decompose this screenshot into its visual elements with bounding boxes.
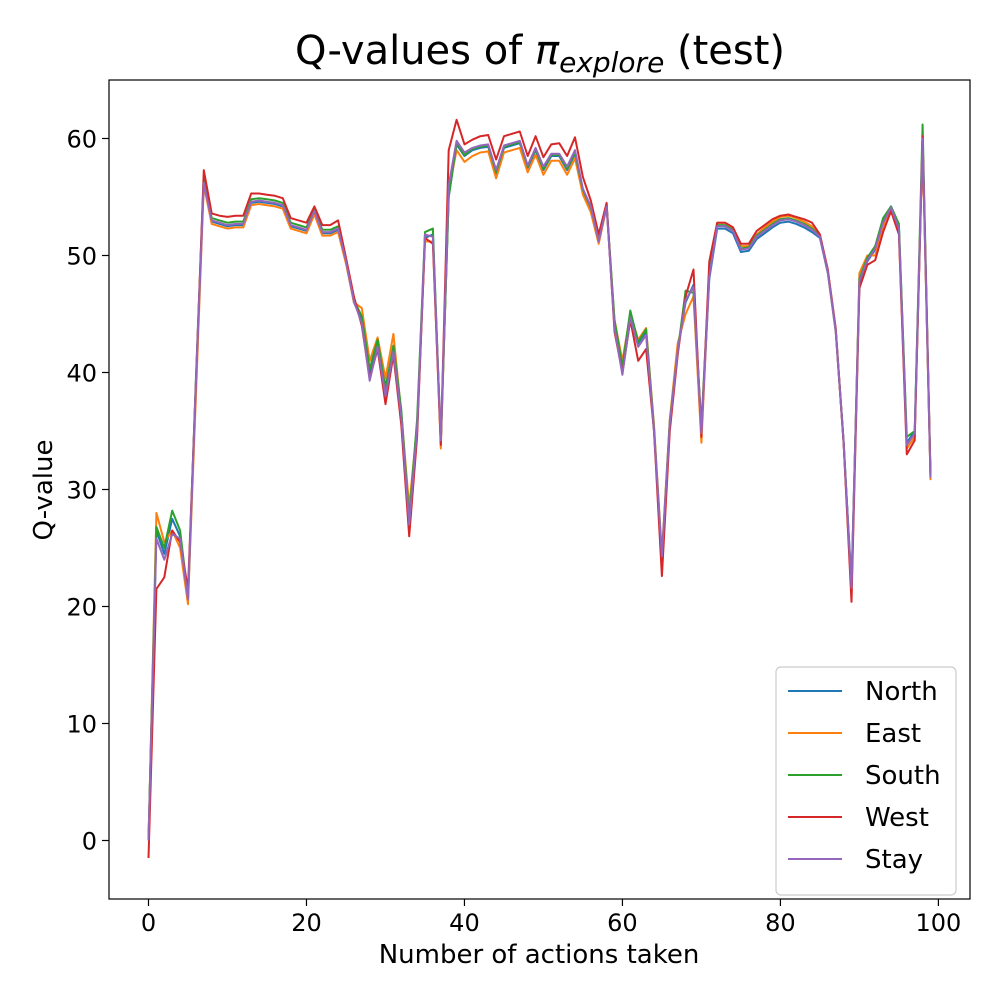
x-tick-label: 20 (291, 909, 322, 937)
legend-label-west: West (865, 803, 929, 833)
y-axis-label: Q-value (29, 440, 59, 541)
y-tick-label: 10 (66, 711, 97, 739)
y-tick-label: 60 (66, 126, 97, 154)
title-suffix: (test) (664, 28, 785, 74)
axes: 0 20 40 60 80 100 0 10 20 30 40 50 60 (66, 79, 971, 937)
chart-title: Q-values of πexplore (test) (295, 28, 785, 79)
x-tick-label: 40 (449, 909, 480, 937)
legend-box (775, 666, 957, 896)
legend-label-south: South (865, 761, 941, 791)
x-tick-label: 0 (141, 909, 156, 937)
plot-area (147, 118, 932, 859)
title-prefix: Q-values of (295, 28, 535, 74)
y-tick-label: 30 (66, 477, 97, 505)
x-axis-label: Number of actions taken (379, 940, 700, 970)
y-tick-label: 50 (66, 243, 97, 271)
x-tick-label: 80 (765, 909, 796, 937)
x-tick-label: 100 (915, 909, 961, 937)
series-line-east (147, 143, 932, 841)
series-line-west (147, 118, 932, 859)
y-tick-label: 20 (66, 594, 97, 622)
title-pi-symbol: π (535, 28, 560, 74)
legend-label-north: North (865, 677, 938, 707)
legend-label-east: East (865, 719, 921, 749)
svg-text:Q-values of πexplore (test): Q-values of πexplore (test) (295, 28, 785, 79)
y-tick-label: 0 (82, 828, 97, 856)
y-tick-label: 40 (66, 360, 97, 388)
legend: North East South West Stay (775, 666, 957, 896)
x-tick-label: 60 (607, 909, 638, 937)
series-line-stay (147, 137, 932, 841)
legend-label-stay: Stay (865, 845, 923, 875)
title-subscript: explore (559, 46, 664, 79)
